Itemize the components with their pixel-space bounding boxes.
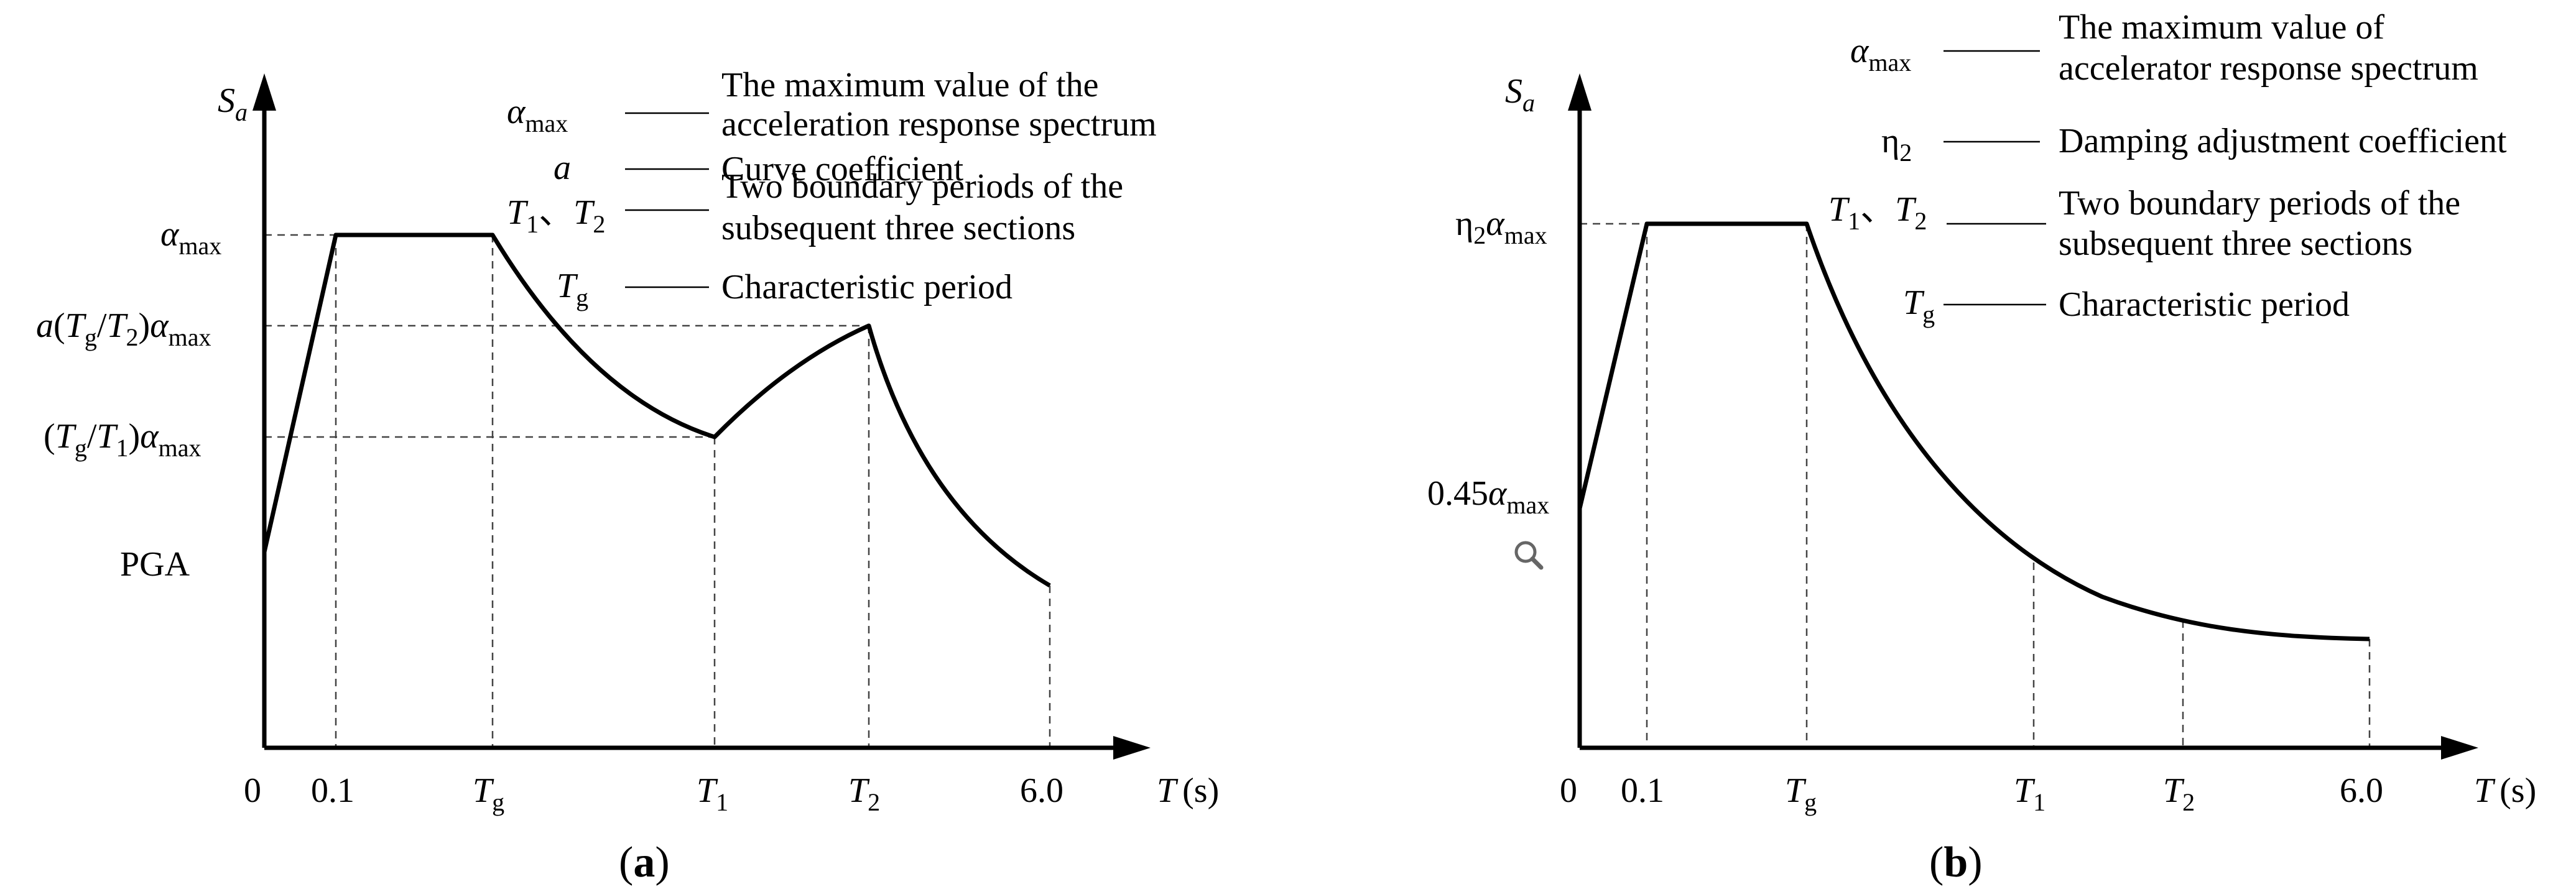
x-tick-a-01: 0.1 <box>311 771 354 810</box>
panel-b: Sa η2αmax 0.45αmax 0 0.1 Tg T1 T2 6.0 T(… <box>1427 8 2536 886</box>
legend-b-tg-desc: Characteristic period <box>2059 285 2350 324</box>
spectrum-curve-a <box>262 232 1051 588</box>
y-axis-a-arrow <box>253 73 276 111</box>
x-tick-a-t1: T1 <box>697 771 728 816</box>
legend-a-t12-symbol: T1、T2 <box>507 193 605 238</box>
legend-b-t12-desc1: Two boundary periods of the <box>2059 184 2460 223</box>
panel-a-guides <box>264 234 1051 748</box>
spectrum-curve-b <box>1577 221 2370 641</box>
legend-b-amax-desc1: The maximum value of <box>2059 8 2384 47</box>
legend-b: αmax The maximum value of accelerator re… <box>1828 8 2507 328</box>
legend-a-amax-symbol: αmax <box>507 93 568 137</box>
y-tick-b-low: 0.45αmax <box>1427 474 1549 519</box>
caption-b: (b) <box>1929 839 1983 886</box>
x-tick-b-01: 0.1 <box>1621 771 1664 810</box>
x-label-b: T (s) <box>2474 771 2536 810</box>
legend-b-amax-symbol: αmax <box>1850 32 1911 76</box>
y-axis-b-arrow <box>1568 73 1591 111</box>
legend-b-amax-desc2: accelerator response spectrum <box>2059 49 2478 88</box>
legend-a-a-symbol: a <box>554 149 571 187</box>
legend-a-tg-symbol: Tg <box>557 267 588 311</box>
legend-a-t12-desc1: Two boundary periods of the <box>721 167 1123 206</box>
legend-a-tg-desc: Characteristic period <box>721 268 1012 306</box>
legend-a: αmax The maximum value of the accelerati… <box>507 66 1157 311</box>
x-tick-b-tg: Tg <box>1785 771 1817 816</box>
x-tick-a-0: 0 <box>244 771 261 810</box>
x-tick-b-end: 6.0 <box>2340 771 2383 810</box>
x-axis-a-arrow <box>1113 736 1151 760</box>
legend-b-t12-desc2: subsequent three sections <box>2059 224 2412 263</box>
x-tick-a-tg: Tg <box>473 771 504 816</box>
legend-b-eta-symbol: η2 <box>1881 122 1912 167</box>
legend-b-t12-symbol: T1、T2 <box>1828 190 1927 235</box>
y-label-b: Sa <box>1505 72 1535 117</box>
legend-a-amax-desc1: The maximum value of the <box>721 66 1098 104</box>
x-tick-b-t2: T2 <box>2163 771 2195 816</box>
panel-a: Sa αmax a(Tg/T2)αmax (Tg/T1)αmax PGA 0 0… <box>36 66 1219 886</box>
x-label-a: T (s) <box>1157 771 1219 810</box>
x-tick-b-0: 0 <box>1560 771 1577 810</box>
caption-a: (a) <box>619 839 670 886</box>
y-tick-a-pga: PGA <box>120 545 190 584</box>
legend-a-amax-desc2: acceleration response spectrum <box>721 105 1157 144</box>
x-tick-b-t1: T1 <box>2014 771 2046 816</box>
legend-a-t12-desc2: subsequent three sections <box>721 209 1075 247</box>
panel-b-guides <box>1580 223 2371 748</box>
legend-a-a-desc: Curve coefficient <box>721 150 964 188</box>
x-tick-a-end: 6.0 <box>1020 771 1063 810</box>
y-tick-a-tg-t2: a(Tg/T2)αmax <box>36 306 211 351</box>
y-tick-b-eta-amax: η2αmax <box>1455 205 1547 249</box>
legend-b-eta-desc: Damping adjustment coefficient <box>2059 122 2507 160</box>
y-tick-a-amax: αmax <box>160 215 221 260</box>
x-axis-b-arrow <box>2441 736 2478 760</box>
y-label-a: Sa <box>218 81 248 126</box>
magnifier-icon[interactable] <box>1514 541 1544 570</box>
x-tick-a-t2: T2 <box>848 771 880 816</box>
y-tick-a-tg-t1: (Tg/T1)αmax <box>44 417 201 462</box>
legend-b-tg-symbol: Tg <box>1903 283 1935 328</box>
